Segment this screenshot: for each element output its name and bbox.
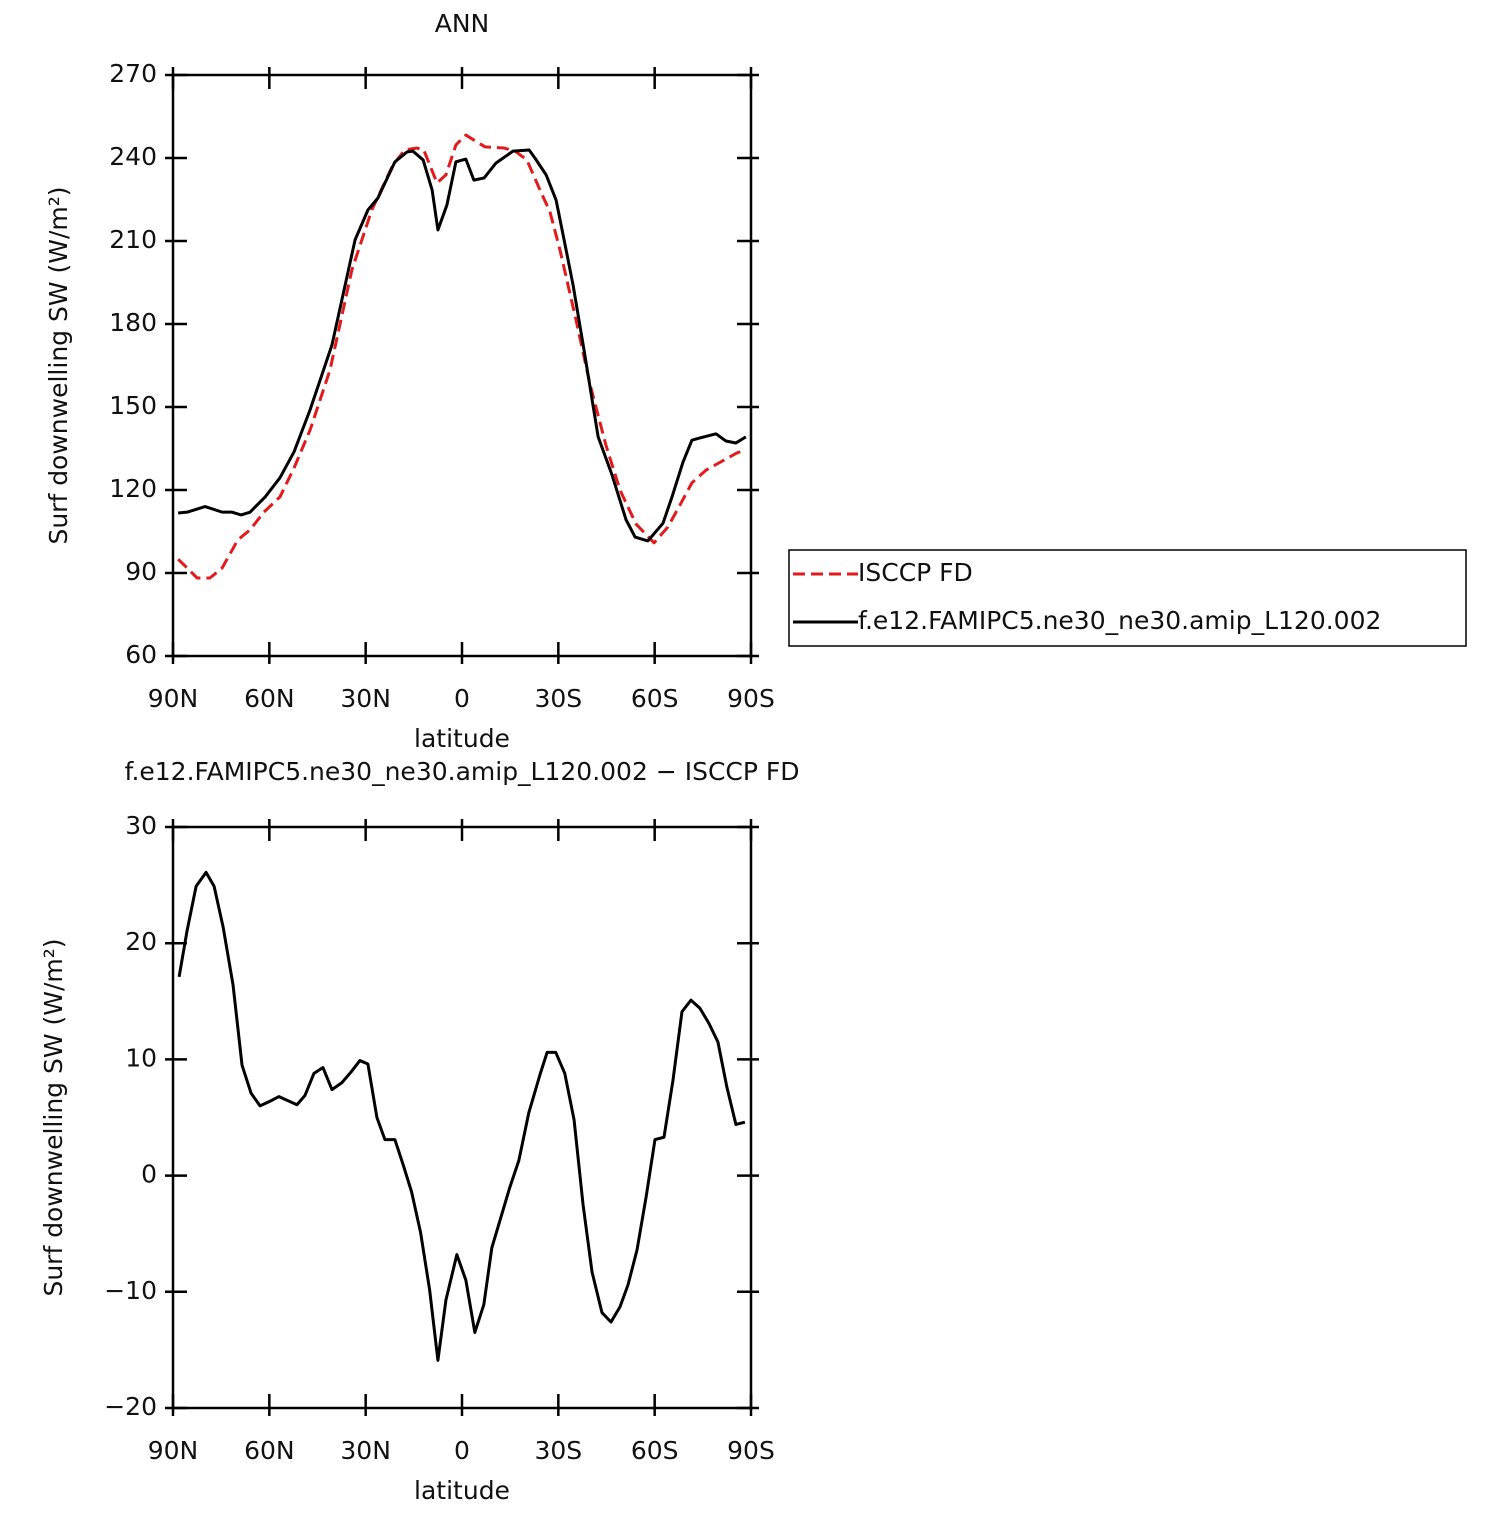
x-tick-label: 30S xyxy=(534,684,582,713)
y-tick-label: 90 xyxy=(125,557,157,586)
y-tick-label: 210 xyxy=(109,225,157,254)
x-axis-label: latitude xyxy=(414,1476,510,1505)
plot-frame xyxy=(171,825,753,1410)
y-tick-label: 120 xyxy=(109,474,157,503)
legend-label: f.e12.FAMIPC5.ne30_ne30.amip_L120.002 xyxy=(858,606,1381,635)
x-tick-label: 90N xyxy=(148,684,199,713)
x-tick-label: 90N xyxy=(148,1436,199,1465)
plot-frame xyxy=(171,73,753,658)
chart-title: ANN xyxy=(435,9,490,38)
data-line xyxy=(178,148,747,543)
y-tick-label: 0 xyxy=(141,1160,157,1189)
y-tick-label: −10 xyxy=(104,1276,157,1305)
x-tick-label: 60N xyxy=(244,1436,295,1465)
y-tick-label: 150 xyxy=(109,391,157,420)
y-tick-label: 180 xyxy=(109,308,157,337)
y-tick-label: 30 xyxy=(125,811,157,840)
x-tick-label: 90S xyxy=(727,684,775,713)
x-tick-label: 30S xyxy=(534,1436,582,1465)
y-tick-label: 60 xyxy=(125,640,157,669)
y-tick-label: 270 xyxy=(109,59,157,88)
y-tick-label: 240 xyxy=(109,142,157,171)
x-tick-label: 0 xyxy=(454,684,470,713)
data-line xyxy=(177,870,746,1362)
x-tick-label: 60N xyxy=(244,684,295,713)
x-tick-label: 30N xyxy=(340,1436,391,1465)
y-tick-label: −20 xyxy=(104,1392,157,1421)
y-tick-label: 20 xyxy=(125,927,157,956)
data-line xyxy=(177,133,747,580)
x-tick-label: 0 xyxy=(454,1436,470,1465)
legend-label: ISCCP FD xyxy=(858,558,973,587)
y-axis-label: Surf downwelling SW (W/m²) xyxy=(44,186,73,544)
x-tick-label: 60S xyxy=(631,684,679,713)
y-axis-label: Surf downwelling SW (W/m²) xyxy=(39,938,68,1296)
x-tick-label: 30N xyxy=(340,684,391,713)
chart-title: f.e12.FAMIPC5.ne30_ne30.amip_L120.002 − … xyxy=(124,757,799,786)
legend-box xyxy=(788,549,1467,647)
x-tick-label: 60S xyxy=(631,1436,679,1465)
y-tick-label: 10 xyxy=(125,1043,157,1072)
x-axis-label: latitude xyxy=(414,724,510,753)
x-tick-label: 90S xyxy=(727,1436,775,1465)
